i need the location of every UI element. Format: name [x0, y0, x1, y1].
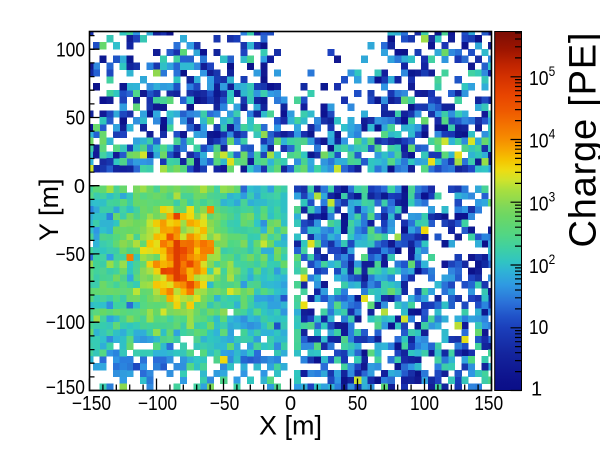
svg-text:X [m]: X [m]	[259, 411, 322, 441]
svg-text:−50: −50	[56, 244, 86, 266]
svg-text:Y [m]: Y [m]	[34, 178, 64, 241]
svg-text:−150: −150	[46, 377, 85, 399]
svg-text:−50: −50	[210, 393, 240, 415]
svg-text:150: 150	[474, 393, 503, 415]
svg-text:0: 0	[285, 393, 296, 415]
svg-text:100: 100	[410, 393, 439, 415]
svg-text:Charge [PE]: Charge [PE]	[563, 33, 600, 248]
svg-text:1: 1	[531, 379, 542, 401]
svg-text:0: 0	[74, 176, 85, 198]
svg-text:50: 50	[348, 393, 367, 415]
svg-text:10: 10	[529, 317, 548, 339]
svg-text:−150: −150	[72, 393, 111, 415]
svg-text:50: 50	[66, 108, 85, 130]
svg-text:−100: −100	[138, 393, 177, 415]
svg-text:100: 100	[56, 39, 85, 61]
svg-text:−100: −100	[46, 312, 85, 334]
